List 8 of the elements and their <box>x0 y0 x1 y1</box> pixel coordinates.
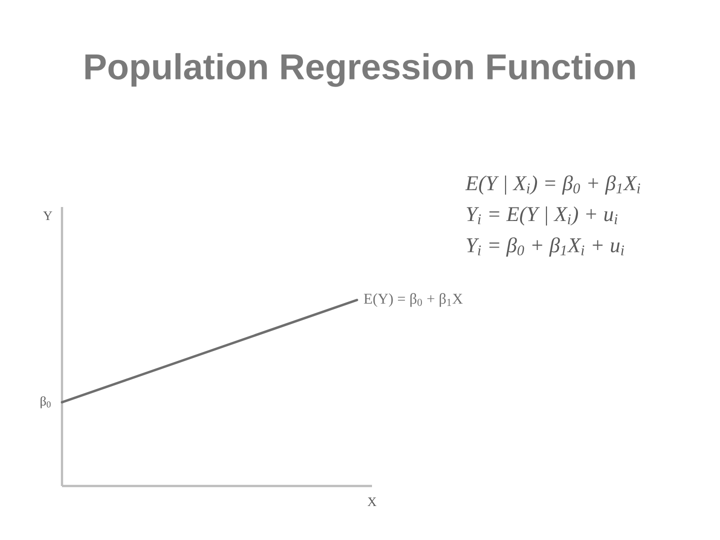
text: Y$_{i}$ = E(Y | X$_{i}$) + u$_{i}$ <box>466 206 618 226</box>
series-label: E(Y) = β$_{0}$ + β$_{1}$X <box>364 293 463 307</box>
chart-title: Population Regression Function <box>85 53 635 87</box>
text: Y <box>43 212 52 220</box>
text: Y$_{i}$ = β$_{0}$ + β$_{1}$X$_{i}$ + u$_{i}$ <box>466 237 624 257</box>
annotation: β$_{0}$ <box>40 396 51 408</box>
text: E(Y | X$_{i}$) = β$_{0}$ + β$_{1}$X$_{i}$ <box>465 175 640 195</box>
x-axis-title: X <box>368 498 376 506</box>
